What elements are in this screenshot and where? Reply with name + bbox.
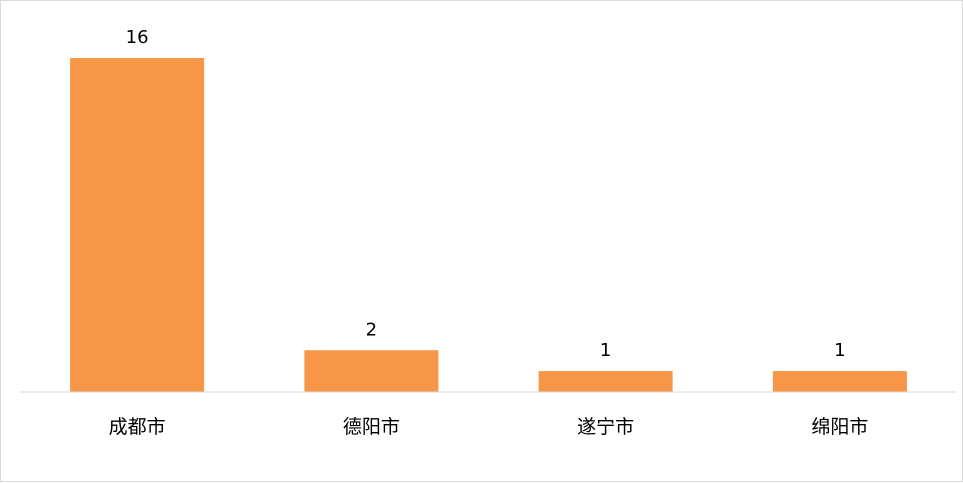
x-tick-label: 德阳市 [343, 416, 400, 438]
bar-1 [70, 58, 205, 392]
bar-2 [304, 350, 439, 392]
bar-3 [538, 371, 673, 392]
x-tick-label: 成都市 [109, 416, 166, 438]
data-label: 16 [126, 27, 149, 48]
data-label: 2 [366, 319, 377, 340]
data-label: 1 [834, 340, 845, 361]
x-tick-label: 遂宁市 [577, 416, 634, 438]
data-label: 1 [600, 340, 611, 361]
bar-4 [772, 371, 907, 392]
x-tick-label: 绵阳市 [811, 416, 868, 438]
